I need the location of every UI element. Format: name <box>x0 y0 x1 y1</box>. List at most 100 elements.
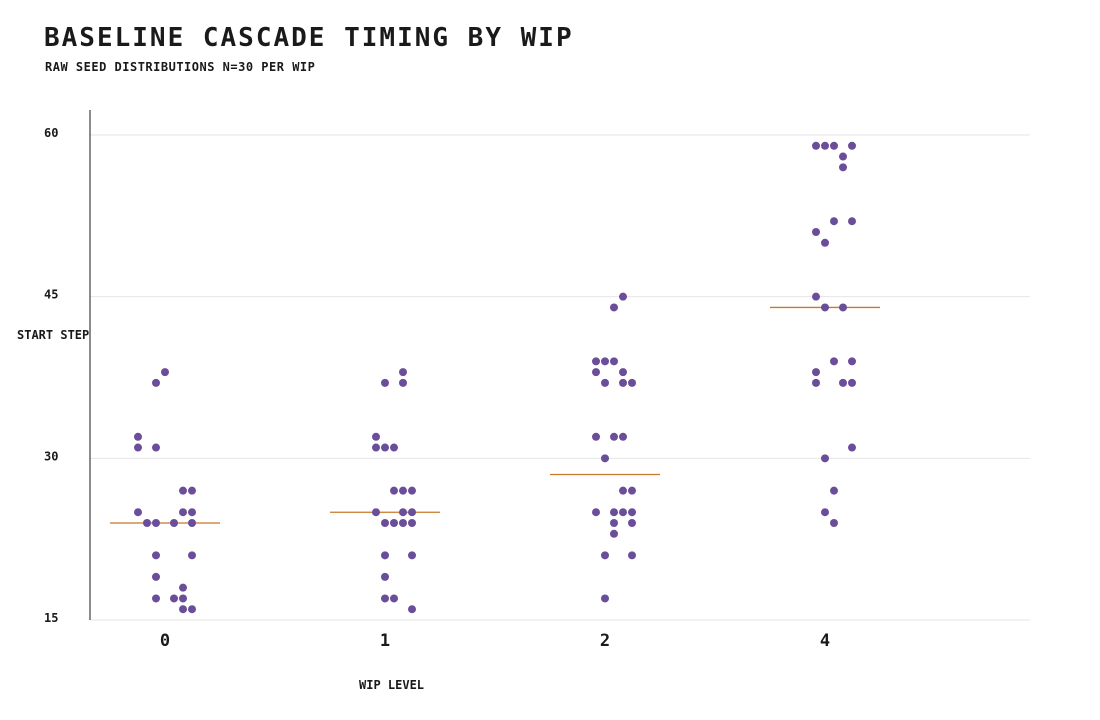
data-point <box>610 303 618 312</box>
y-tick-label: 60 <box>44 126 58 140</box>
data-point <box>821 238 829 247</box>
data-point <box>821 454 829 463</box>
data-point <box>628 508 636 517</box>
data-point <box>812 368 820 377</box>
data-point <box>152 378 160 387</box>
data-point <box>619 432 627 441</box>
data-point <box>610 519 618 527</box>
data-point <box>592 357 600 366</box>
data-point <box>399 486 407 495</box>
data-point <box>390 486 398 495</box>
data-point <box>134 432 142 441</box>
data-point <box>592 432 600 441</box>
data-point <box>399 519 407 527</box>
x-tick-labels: 0 1 2 4 <box>160 631 830 651</box>
x-tick-label: 2 <box>600 631 610 651</box>
data-point <box>601 454 609 463</box>
data-point <box>408 605 416 614</box>
data-point <box>188 519 196 527</box>
data-point <box>161 368 169 377</box>
data-point <box>619 508 627 517</box>
data-point <box>399 508 407 517</box>
data-point <box>408 551 416 560</box>
data-point <box>381 443 389 452</box>
data-point <box>628 378 636 387</box>
data-point <box>839 378 847 387</box>
data-point <box>408 508 416 517</box>
data-point <box>619 368 627 377</box>
data-point <box>372 443 380 452</box>
data-point <box>812 228 820 236</box>
data-point <box>812 292 820 301</box>
data-point <box>188 551 196 560</box>
chart-title: Baseline cascade timing by WIP <box>44 23 574 53</box>
data-point <box>830 357 838 366</box>
data-point <box>179 486 187 495</box>
data-point <box>408 486 416 495</box>
y-tick-label: 15 <box>44 611 58 625</box>
data-point <box>170 519 178 527</box>
data-point <box>619 292 627 301</box>
data-point <box>390 443 398 452</box>
data-point <box>399 368 407 377</box>
data-point <box>839 163 847 172</box>
data-point <box>848 141 856 150</box>
data-point <box>830 141 838 150</box>
x-tick-label: 1 <box>380 631 390 651</box>
data-point <box>134 508 142 517</box>
data-point <box>628 486 636 495</box>
data-point <box>821 303 829 312</box>
data-point <box>610 529 618 538</box>
data-point <box>152 551 160 560</box>
data-point <box>601 357 609 366</box>
data-point <box>848 217 856 226</box>
data-point <box>619 378 627 387</box>
data-point <box>592 508 600 517</box>
data-point <box>152 572 160 581</box>
y-axis-label: START STEP <box>17 328 89 342</box>
data-point <box>134 443 142 452</box>
x-tick-label: 0 <box>160 631 170 651</box>
data-point <box>188 508 196 517</box>
data-point <box>372 508 380 517</box>
data-point <box>821 508 829 517</box>
data-point <box>381 572 389 581</box>
data-point <box>830 519 838 527</box>
data-point <box>143 519 151 527</box>
data-point <box>152 443 160 452</box>
data-point <box>381 519 389 527</box>
data-point <box>179 594 187 603</box>
data-point <box>399 378 407 387</box>
x-tick-label: 4 <box>820 631 830 651</box>
data-point <box>848 378 856 387</box>
y-tick-label: 45 <box>44 288 58 302</box>
data-point <box>830 217 838 226</box>
data-point <box>610 508 618 517</box>
data-point <box>592 368 600 377</box>
data-point <box>188 605 196 614</box>
data-points <box>134 141 856 614</box>
data-point <box>408 519 416 527</box>
data-point <box>610 357 618 366</box>
data-point <box>390 519 398 527</box>
data-point <box>821 141 829 150</box>
data-point <box>381 378 389 387</box>
data-point <box>372 432 380 441</box>
data-point <box>601 594 609 603</box>
data-point <box>152 594 160 603</box>
data-point <box>839 303 847 312</box>
data-point <box>179 508 187 517</box>
data-point <box>848 443 856 452</box>
y-tick-labels: 15 30 45 60 <box>44 126 58 625</box>
data-point <box>390 594 398 603</box>
data-point <box>812 378 820 387</box>
chart-subtitle: raw seed distributions n=30 per WIP <box>45 60 316 74</box>
data-point <box>179 583 187 592</box>
data-point <box>619 486 627 495</box>
data-point <box>830 486 838 495</box>
x-axis-label: WIP LEVEL <box>359 678 424 692</box>
data-point <box>152 519 160 527</box>
data-point <box>170 594 178 603</box>
data-point <box>812 141 820 150</box>
